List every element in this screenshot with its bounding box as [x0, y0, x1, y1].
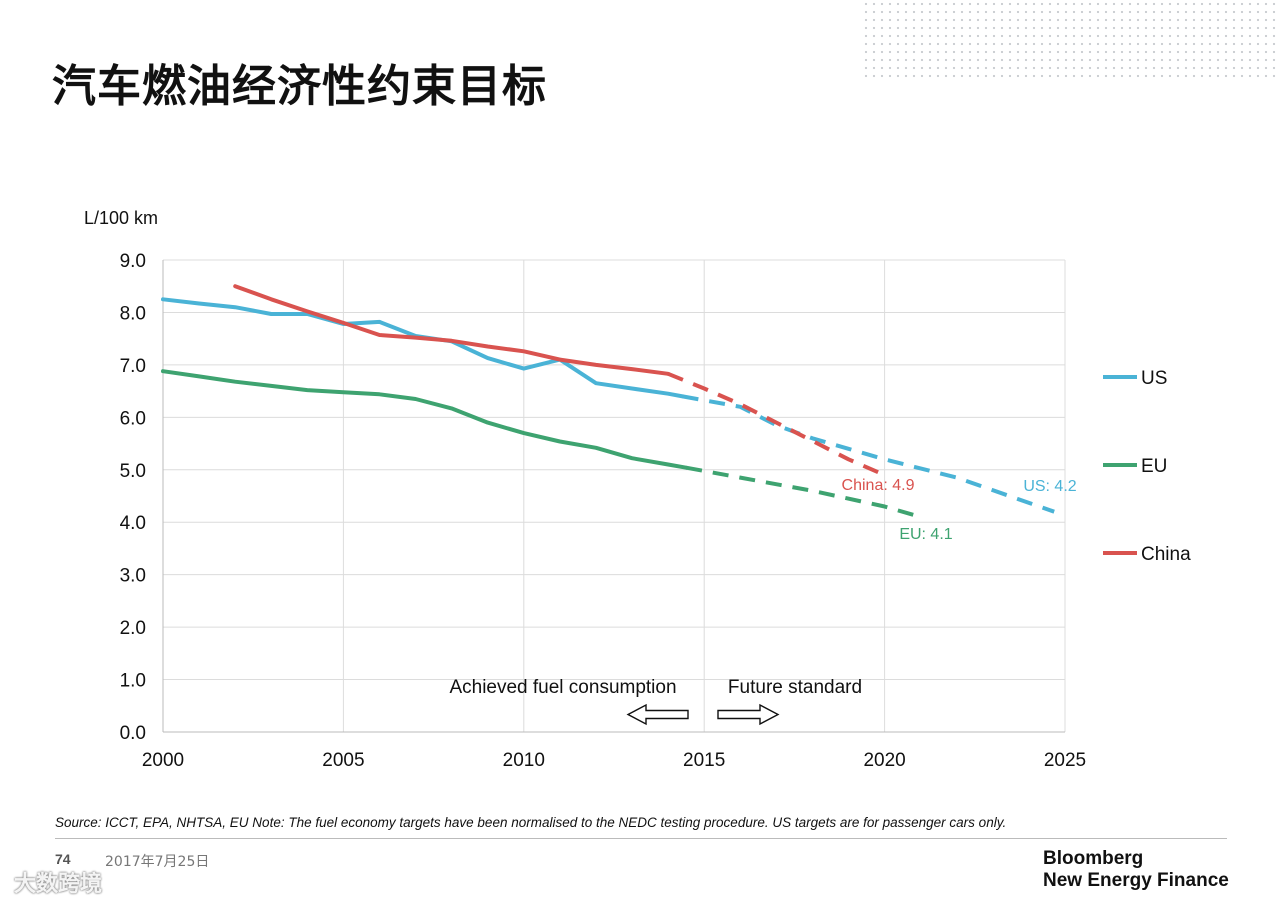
left-arrow-icon: [626, 703, 689, 726]
right-arrow-icon: [717, 703, 780, 726]
x-tick-label: 2025: [1044, 750, 1086, 771]
y-tick-label: 3.0: [120, 566, 146, 587]
page-title: 汽车燃油经济性约束目标: [52, 61, 547, 112]
logo-line-nef: New Energy Finance: [1043, 870, 1229, 891]
legend-label-eu: EU: [1141, 456, 1167, 477]
china-target-line: [667, 371, 886, 477]
eu-target-annotation: EU: 4.1: [899, 526, 952, 543]
y-tick-label: 9.0: [120, 251, 146, 272]
legend-label-china: China: [1141, 544, 1191, 565]
y-tick-label: 7.0: [120, 356, 146, 377]
y-tick-label: 8.0: [120, 303, 146, 324]
x-tick-label: 2015: [683, 750, 725, 771]
china-target-annotation: China: 4.9: [842, 477, 915, 494]
y-tick-label: 1.0: [120, 671, 146, 692]
bnef-logo: Bloomberg New Energy Finance: [1043, 848, 1229, 892]
logo-line-bloomberg: Bloomberg: [1043, 848, 1144, 869]
legend-label-us: US: [1141, 368, 1167, 389]
eu-target-line: [685, 465, 922, 519]
eu-achieved-line: [161, 369, 689, 470]
x-tick-label: 2000: [142, 750, 184, 771]
decorative-dot-pattern: [862, 0, 1280, 80]
watermark: 大数跨境: [14, 872, 103, 897]
y-tick-label: 4.0: [120, 513, 146, 534]
x-tick-label: 2010: [503, 750, 545, 771]
x-tick-label: 2020: [863, 750, 905, 771]
slide-date: 2017年7月25日: [105, 854, 210, 870]
china-achieved-line: [233, 284, 671, 376]
page-number: 74: [55, 851, 71, 867]
future-label: Future standard: [728, 677, 862, 698]
source-note: Source: ICCT, EPA, NHTSA, EU Note: The f…: [55, 815, 1007, 830]
y-tick-label: 0.0: [120, 723, 146, 744]
y-tick-label: 6.0: [120, 408, 146, 429]
y-tick-label: 5.0: [120, 461, 146, 482]
y-tick-label: 2.0: [120, 618, 146, 639]
achieved-label: Achieved fuel consumption: [449, 677, 676, 698]
y-axis-label: L/100 km: [84, 208, 158, 228]
us-target-line: [682, 394, 1055, 514]
footer-divider: [55, 838, 1227, 839]
x-tick-label: 2005: [322, 750, 364, 771]
us-target-annotation: US: 4.2: [1023, 478, 1076, 495]
